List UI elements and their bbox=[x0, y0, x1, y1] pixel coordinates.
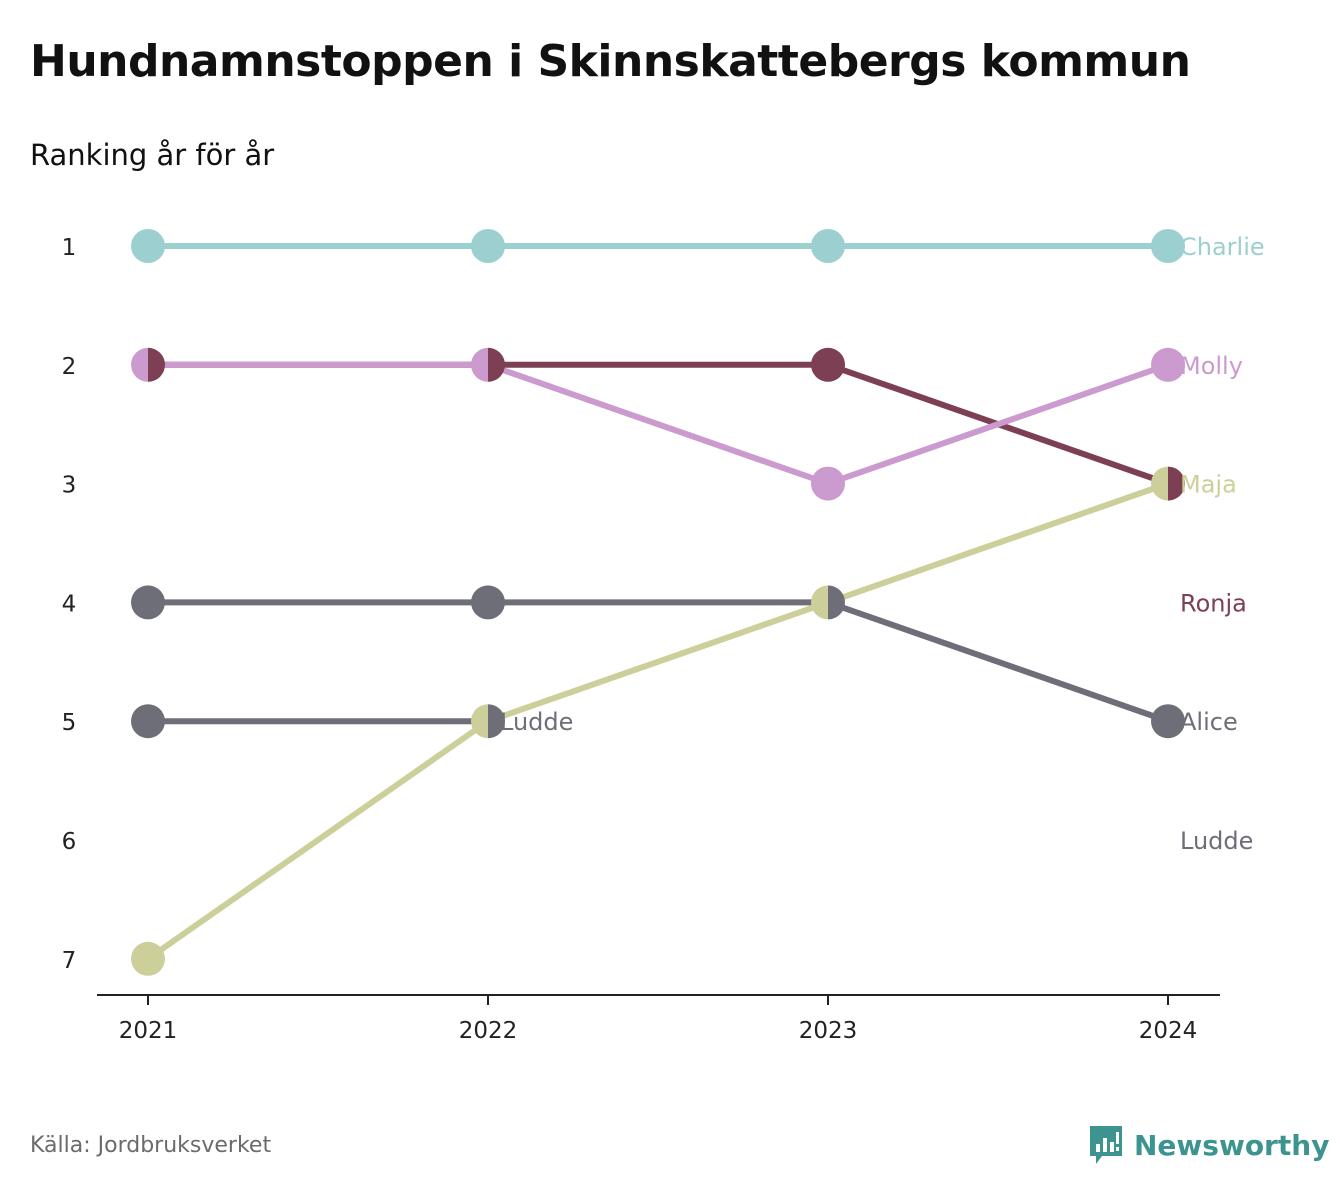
y-tick-label-3: 3 bbox=[62, 473, 77, 499]
marker-charlie-2024 bbox=[1151, 229, 1185, 263]
brand-name: Newsworthy bbox=[1134, 1128, 1330, 1162]
x-tick-label-2024: 2024 bbox=[1139, 1018, 1198, 1044]
marker-molly-2023 bbox=[811, 466, 845, 501]
marker-ludde-2021 bbox=[131, 704, 165, 739]
marker-split-left-2024-3 bbox=[1151, 466, 1168, 501]
marker-split-left-2023-4 bbox=[811, 585, 828, 620]
marker-molly-2024 bbox=[1151, 347, 1185, 382]
inline-label-ludde: Ludde bbox=[500, 708, 573, 736]
series-line-molly bbox=[148, 361, 1169, 487]
marker-split-right-2024-3 bbox=[1168, 466, 1185, 501]
end-label-ludde: Ludde bbox=[1180, 827, 1253, 855]
x-tick-label-2023: 2023 bbox=[799, 1018, 858, 1044]
y-tick-label-4: 4 bbox=[62, 591, 77, 617]
series-line-maja bbox=[146, 480, 1169, 962]
end-label-charlie: Charlie bbox=[1180, 233, 1265, 261]
newsworthy-logo: Newsworthy bbox=[1088, 1124, 1329, 1166]
marker-alice-2022 bbox=[471, 585, 505, 620]
bump-chart: 2021 2022 2023 2024 1 2 3 4 5 6 7 Ludde Charlie Molly… bbox=[62, 229, 1265, 1044]
x-tick-label-2021: 2021 bbox=[119, 1018, 178, 1044]
y-tick-label-1: 1 bbox=[62, 235, 77, 261]
marker-split-right-2022-2 bbox=[488, 347, 505, 382]
marker-alice-2024 bbox=[1151, 704, 1185, 739]
chart-title: Hundnamnstoppen i Skinnskattebergs kommu… bbox=[30, 36, 1191, 87]
marker-split-right-2022-5 bbox=[488, 704, 505, 739]
marker-charlie-2021 bbox=[131, 229, 165, 263]
marker-split-right-2021-2 bbox=[148, 347, 165, 382]
marker-charlie-2022 bbox=[471, 229, 505, 263]
end-label-maja: Maja bbox=[1180, 471, 1237, 499]
marker-charlie-2023 bbox=[811, 229, 845, 263]
x-tick-label-2022: 2022 bbox=[459, 1018, 518, 1044]
source-note: Källa: Jordbruksverket bbox=[30, 1133, 272, 1158]
marker-ronja-2023 bbox=[811, 347, 845, 382]
y-tick-label-2: 2 bbox=[62, 354, 77, 380]
marker-maja-2021 bbox=[131, 941, 165, 976]
marker-alice-2021 bbox=[131, 585, 165, 620]
y-tick-label-7: 7 bbox=[62, 948, 77, 974]
y-tick-label-6: 6 bbox=[62, 829, 77, 855]
marker-split-left-2022-5 bbox=[471, 704, 488, 739]
marker-split-left-2022-2 bbox=[471, 347, 488, 382]
bar-chart-speech-bubble-icon bbox=[1090, 1126, 1122, 1164]
marker-split-left-2021-2 bbox=[131, 347, 148, 382]
marker-split-right-2023-4 bbox=[828, 585, 845, 620]
chart-subtitle: Ranking år för år bbox=[30, 138, 275, 172]
end-label-ronja: Ronja bbox=[1180, 589, 1247, 617]
end-label-molly: Molly bbox=[1180, 352, 1243, 380]
series-line-alice bbox=[148, 599, 1169, 725]
end-label-alice: Alice bbox=[1180, 708, 1238, 736]
y-tick-label-5: 5 bbox=[62, 710, 77, 736]
